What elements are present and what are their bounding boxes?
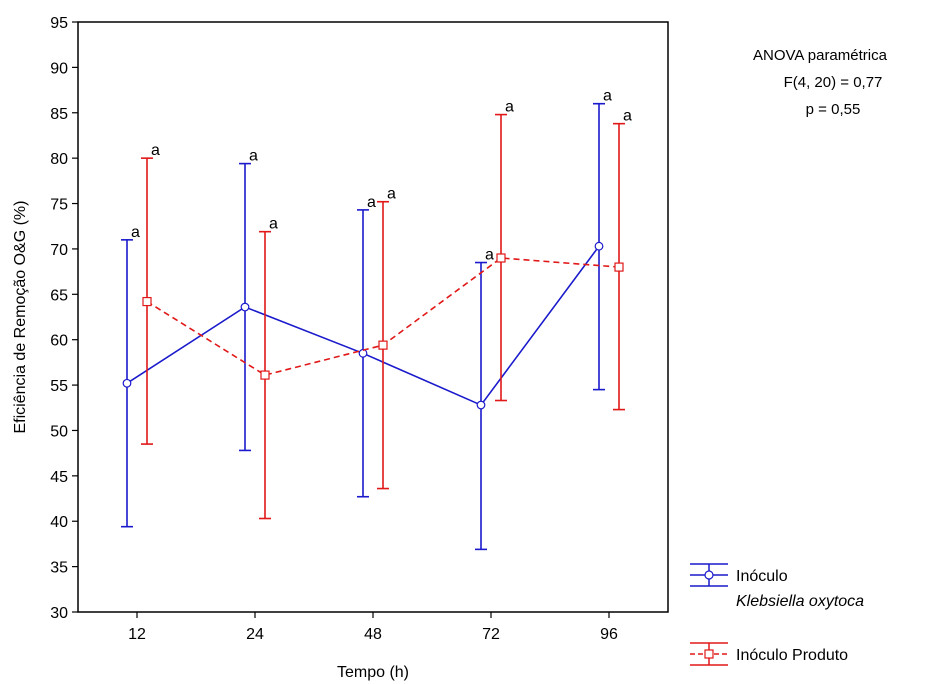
y-tick-label: 30	[50, 605, 68, 622]
y-tick-label: 35	[50, 560, 68, 577]
data-point	[260, 370, 270, 380]
data-point	[378, 340, 388, 350]
y-axis-title: Eficiência de Remoção O&G (%)	[12, 201, 29, 434]
anova-p-value: p = 0,55	[806, 101, 861, 118]
significance-label: a	[603, 88, 612, 105]
significance-label: a	[151, 142, 160, 159]
data-point	[594, 241, 604, 251]
significance-label: a	[485, 247, 494, 264]
y-tick-label: 75	[50, 197, 68, 214]
x-tick-label: 24	[246, 626, 264, 643]
data-point	[142, 296, 152, 307]
data-point	[496, 253, 506, 263]
y-tick-label: 60	[50, 333, 68, 350]
significance-label: a	[249, 148, 258, 165]
x-axis: 12 24 48 72 96	[128, 612, 618, 643]
data-point	[614, 262, 624, 272]
y-tick-label: 90	[50, 60, 68, 77]
y-tick-label: 80	[50, 151, 68, 168]
legend-label-inoculo: Inóculo	[736, 568, 788, 585]
x-tick-label: 96	[600, 626, 618, 643]
significance-label: a	[269, 216, 278, 233]
significance-label: a	[623, 108, 632, 125]
y-tick-label: 50	[50, 423, 68, 440]
legend-symbol-inoculo	[690, 563, 728, 587]
significance-label: a	[505, 99, 514, 116]
significance-label: a	[387, 186, 396, 203]
legend-label-inoculo-species: Klebsiella oxytoca	[736, 593, 864, 610]
y-axis: 30 35 40 45 50 55 60 65 70 75 80 85 90 95	[50, 15, 78, 622]
y-tick-label: 55	[50, 378, 68, 395]
legend: Inóculo Klebsiella oxytoca Inóculo Produ…	[690, 563, 864, 666]
data-point	[240, 302, 250, 312]
data-point	[122, 378, 132, 388]
significance-label: a	[131, 224, 140, 241]
y-tick-label: 40	[50, 514, 68, 531]
y-tick-label: 45	[50, 469, 68, 486]
anova-title: ANOVA paramétrica	[753, 47, 888, 64]
x-tick-label: 12	[128, 626, 146, 643]
plot-area	[77, 21, 669, 613]
y-tick-label: 95	[50, 15, 68, 32]
significance-label: a	[367, 194, 376, 211]
anova-f-statistic: F(4, 20) = 0,77	[784, 74, 883, 91]
x-tick-label: 48	[364, 626, 382, 643]
x-axis-title: Tempo (h)	[337, 664, 409, 681]
legend-symbol-inoculo-produto	[690, 642, 728, 666]
x-tick-label: 72	[482, 626, 500, 643]
data-point	[476, 400, 486, 410]
y-tick-label: 65	[50, 287, 68, 304]
legend-label-inoculo-produto: Inóculo Produto	[736, 647, 848, 664]
y-tick-label: 85	[50, 106, 68, 123]
y-tick-label: 70	[50, 242, 68, 259]
anova-annotation: ANOVA paramétrica F(4, 20) = 0,77 p = 0,…	[753, 47, 888, 118]
